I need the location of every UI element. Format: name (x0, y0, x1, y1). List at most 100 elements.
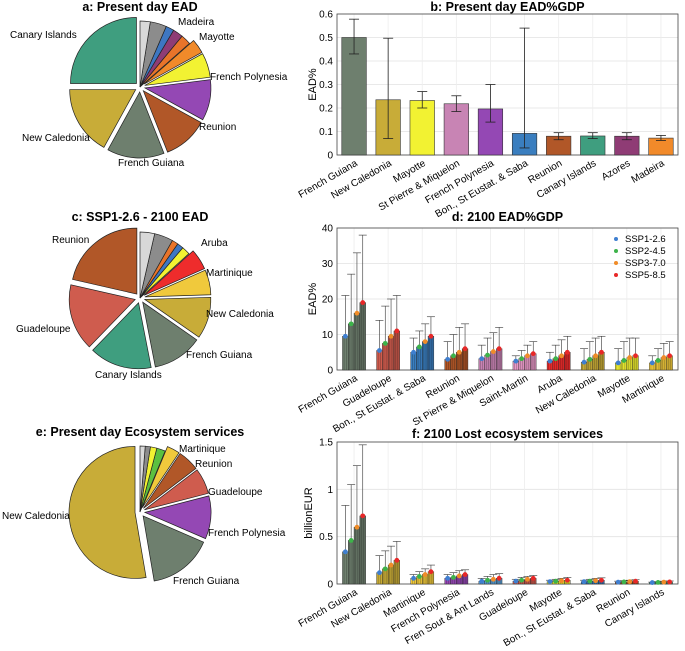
y-tick-label: 0 (327, 151, 333, 162)
mean-marker-ssp3-7-0 (559, 578, 564, 584)
mean-marker-ssp2-4-5 (553, 356, 559, 362)
mean-marker-ssp1-2-6 (479, 578, 485, 584)
x-tick-label-canary-islands: Canary Islands (603, 587, 666, 630)
mean-marker-ssp5-8-5 (496, 346, 502, 352)
y-axis-label: EAD% (307, 283, 319, 316)
mean-marker-ssp2-4-5 (485, 577, 490, 583)
bar-saint-martin-ssp5-8-5 (530, 353, 537, 371)
bar-french-guiana-ssp3-7-0 (353, 527, 361, 585)
mean-marker-ssp2-4-5 (382, 566, 388, 572)
pie-label-reunion: Reunion (52, 235, 89, 246)
bar-french-guiana-ssp2-4-5 (348, 323, 355, 371)
mean-marker-ssp5-8-5 (428, 333, 434, 339)
mean-marker-ssp1-2-6 (581, 579, 587, 585)
mean-marker-ssp2-4-5 (621, 579, 627, 585)
chart-title-b: b: Present day EAD%GDP (430, 0, 584, 14)
mean-marker-ssp1-2-6 (377, 570, 382, 576)
mean-marker-ssp5-8-5 (599, 349, 604, 355)
mean-marker-ssp3-7-0 (559, 353, 564, 359)
mean-marker-ssp1-2-6 (342, 333, 348, 339)
mean-marker-ssp5-8-5 (360, 300, 366, 305)
mean-marker-ssp3-7-0 (354, 524, 360, 530)
mean-marker-ssp3-7-0 (388, 562, 394, 568)
mean-marker-ssp3-7-0 (456, 573, 462, 579)
bar-guadeloupe-ssp1-2-6 (376, 350, 383, 371)
pie-chart-c: c: SSP1-2.6 - 2100 EAD Reunion Guadeloupe C… (16, 210, 274, 381)
mean-marker-ssp2-4-5 (348, 321, 354, 327)
mean-marker-ssp2-4-5 (655, 358, 661, 363)
pie-slice-french-guiana (107, 91, 165, 159)
mean-marker-ssp5-8-5 (530, 575, 536, 581)
mean-marker-ssp5-8-5 (360, 513, 366, 519)
pie-slice-other6 (139, 231, 156, 299)
mean-marker-ssp2-4-5 (485, 352, 490, 358)
pie-slice-martinique (142, 446, 180, 508)
pie-label-martinique: Martinique (206, 268, 253, 279)
y-tick-label: 0 (327, 580, 333, 591)
mean-marker-ssp5-8-5 (633, 353, 638, 359)
bar-chart-d: 0 10 20 30 40 d: 2100 EAD%GDP EAD% SSP1-2.6SSP2… (297, 210, 679, 435)
mean-marker-ssp1-2-6 (377, 348, 382, 353)
y-tick-label: 0.2 (319, 104, 333, 115)
mean-marker-ssp5-8-5 (667, 353, 673, 359)
bar-new-caledonia-ssp5-8-5 (598, 352, 605, 371)
pie-label-guadeloupe: Guadeloupe (208, 487, 263, 498)
mean-marker-ssp1-2-6 (342, 549, 348, 555)
bar-aruba-ssp5-8-5 (564, 352, 571, 371)
pie-label-canary-islands: Canary Islands (10, 30, 77, 41)
pie-label-reunion: Reunion (195, 459, 232, 470)
y-tick-label: 0.1 (319, 127, 333, 138)
plot-frame (336, 441, 679, 585)
mean-marker-ssp2-4-5 (348, 538, 354, 543)
mean-marker-ssp1-2-6 (513, 578, 519, 584)
y-tick-label: 20 (322, 295, 334, 306)
pie-slice-madeira (143, 39, 203, 85)
bar-st-pierre-miquelon (443, 103, 469, 156)
pie-slice-new-caledonia (143, 296, 212, 338)
pie-chart-e: e: Present day Ecosystem services New Cal… (2, 425, 286, 587)
mean-marker-ssp3-7-0 (593, 353, 599, 359)
bar-french-guiana-ssp5-8-5 (359, 302, 366, 371)
mean-marker-ssp3-7-0 (661, 355, 667, 360)
bar-bon-st-eustat-saba-ssp1-2-6 (410, 352, 417, 371)
pie-slice-french-polynesia (143, 495, 212, 540)
bar-st-pierre-miquelon-ssp5-8-5 (496, 348, 503, 371)
mean-marker-ssp1-2-6 (445, 575, 451, 581)
pie-label-canary-islands: Canary Islands (95, 370, 162, 381)
mean-marker-ssp1-2-6 (513, 358, 519, 364)
pie-label-french-guiana: French Guiana (186, 350, 253, 361)
mean-marker-ssp1-2-6 (411, 575, 416, 581)
pie-label-french-guiana: French Guiana (173, 576, 240, 587)
pie-slice-guadeloupe (144, 469, 209, 511)
mean-marker-ssp5-8-5 (462, 572, 468, 577)
mean-marker-ssp1-2-6 (547, 358, 553, 364)
mean-marker-ssp5-8-5 (394, 557, 400, 563)
pie-slice-french-guiana (142, 515, 205, 582)
pie-slice-french-guiana (142, 301, 198, 368)
legend-marker-ssp1-2-6 (614, 237, 618, 241)
pie-slice-canary-islands (70, 17, 137, 84)
x-tick-label-canary-islands: Canary Islands (535, 158, 598, 201)
pie-label-french-guiana: French Guiana (118, 158, 185, 169)
pie-slice-canary-islands (92, 302, 152, 370)
legend-label-ssp3-7-0: SSP3-7.0 (625, 258, 666, 269)
pie-slice-guadeloupe (68, 284, 136, 348)
y-tick-label: 0.5 (319, 532, 333, 543)
mean-marker-ssp3-7-0 (422, 339, 428, 344)
chart-title-c: c: SSP1-2.6 - 2100 EAD (72, 210, 209, 224)
pie-label-new-caledonia: New Caledonia (2, 511, 70, 522)
mean-marker-ssp2-4-5 (621, 358, 627, 363)
mean-marker-ssp5-8-5 (564, 577, 570, 583)
pie-label-reunion: Reunion (199, 122, 236, 133)
mean-marker-ssp5-8-5 (428, 569, 434, 575)
y-tick-label: 0.4 (319, 57, 333, 68)
y-tick-label: 0 (327, 366, 333, 377)
mean-marker-ssp5-8-5 (564, 349, 570, 355)
pie-label-new-caledonia: New Caledonia (206, 309, 274, 320)
mean-marker-ssp3-7-0 (525, 576, 530, 582)
legend-label-ssp5-8-5: SSP5-8.5 (625, 270, 666, 281)
mean-marker-ssp1-2-6 (649, 580, 655, 585)
mean-marker-ssp3-7-0 (354, 310, 360, 316)
bar-new-caledonia-ssp3-7-0 (387, 564, 395, 585)
bar-french-guiana-ssp5-8-5 (359, 515, 366, 585)
